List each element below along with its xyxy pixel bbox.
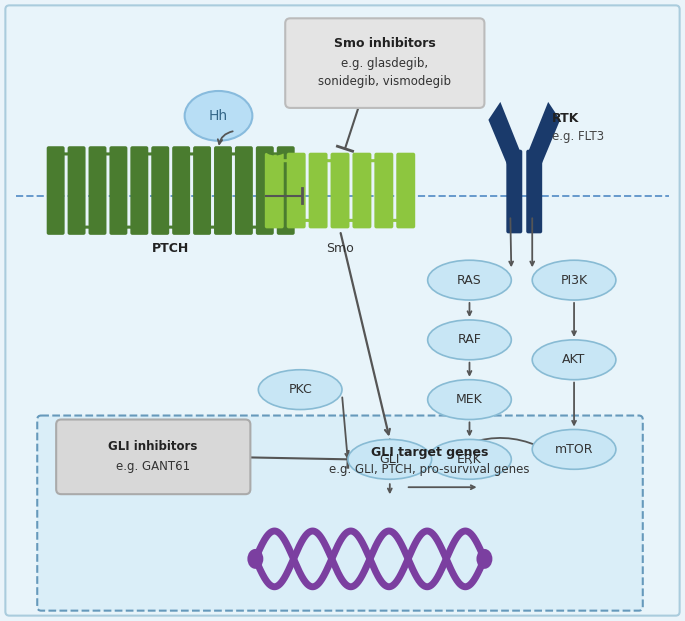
FancyBboxPatch shape — [375, 153, 393, 229]
FancyBboxPatch shape — [172, 146, 190, 235]
Text: e.g. FLT3: e.g. FLT3 — [552, 130, 604, 143]
FancyBboxPatch shape — [235, 146, 253, 235]
Ellipse shape — [427, 320, 511, 360]
FancyBboxPatch shape — [130, 146, 148, 235]
FancyBboxPatch shape — [526, 150, 543, 233]
Text: RAF: RAF — [458, 333, 482, 347]
FancyBboxPatch shape — [309, 153, 327, 229]
Text: PTCH: PTCH — [152, 242, 189, 255]
FancyBboxPatch shape — [151, 146, 169, 235]
Text: mTOR: mTOR — [555, 443, 593, 456]
FancyBboxPatch shape — [110, 146, 127, 235]
FancyBboxPatch shape — [287, 153, 306, 229]
FancyBboxPatch shape — [397, 153, 415, 229]
FancyBboxPatch shape — [285, 18, 484, 108]
FancyBboxPatch shape — [37, 415, 643, 610]
FancyBboxPatch shape — [56, 420, 251, 494]
Text: RTK: RTK — [552, 112, 580, 125]
Ellipse shape — [185, 91, 252, 141]
Ellipse shape — [532, 260, 616, 300]
Polygon shape — [488, 102, 521, 168]
Text: ERK: ERK — [457, 453, 482, 466]
FancyBboxPatch shape — [5, 6, 680, 615]
FancyBboxPatch shape — [68, 146, 86, 235]
FancyBboxPatch shape — [256, 146, 274, 235]
Text: RAS: RAS — [457, 274, 482, 287]
Text: Smo inhibitors: Smo inhibitors — [334, 37, 436, 50]
Text: GLI inhibitors: GLI inhibitors — [108, 440, 197, 453]
FancyBboxPatch shape — [277, 146, 295, 235]
Text: PI3K: PI3K — [560, 274, 588, 287]
Text: Smo: Smo — [326, 242, 354, 255]
FancyBboxPatch shape — [353, 153, 371, 229]
FancyBboxPatch shape — [47, 146, 64, 235]
Text: e.g. GANT61: e.g. GANT61 — [116, 460, 190, 473]
FancyBboxPatch shape — [193, 146, 211, 235]
Text: sonidegib, vismodegib: sonidegib, vismodegib — [319, 75, 451, 88]
Polygon shape — [528, 102, 560, 168]
Text: e.g. GLI, PTCH, pro-survival genes: e.g. GLI, PTCH, pro-survival genes — [329, 463, 530, 476]
FancyBboxPatch shape — [506, 150, 522, 233]
FancyBboxPatch shape — [88, 146, 106, 235]
Text: Hh: Hh — [209, 109, 228, 123]
Ellipse shape — [427, 260, 511, 300]
Text: GLI target genes: GLI target genes — [371, 446, 488, 459]
Ellipse shape — [247, 549, 263, 569]
Text: AKT: AKT — [562, 353, 586, 366]
FancyBboxPatch shape — [331, 153, 349, 229]
Ellipse shape — [348, 440, 432, 479]
Text: MEK: MEK — [456, 393, 483, 406]
Ellipse shape — [258, 369, 342, 410]
Text: e.g. glasdegib,: e.g. glasdegib, — [341, 57, 428, 70]
FancyBboxPatch shape — [265, 153, 284, 229]
FancyBboxPatch shape — [214, 146, 232, 235]
Text: GLI: GLI — [379, 453, 400, 466]
Ellipse shape — [427, 379, 511, 420]
Ellipse shape — [532, 430, 616, 469]
Text: PKC: PKC — [288, 383, 312, 396]
Ellipse shape — [477, 549, 493, 569]
Ellipse shape — [532, 340, 616, 379]
Ellipse shape — [427, 440, 511, 479]
